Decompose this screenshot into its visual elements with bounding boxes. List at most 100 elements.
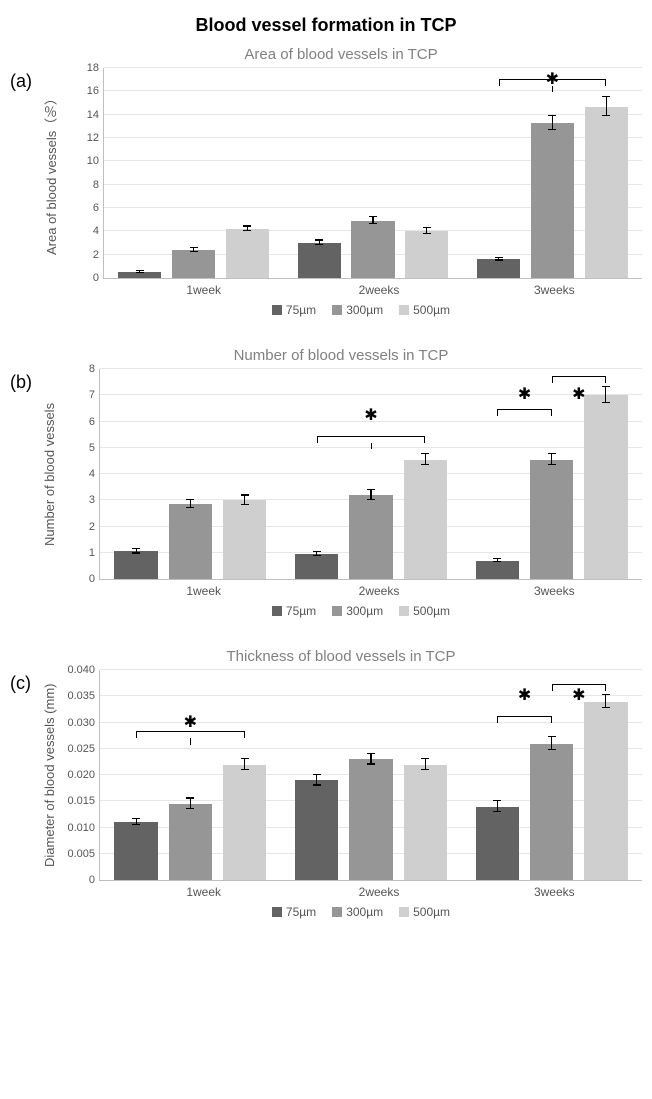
error-cap xyxy=(602,96,610,97)
x-ticks: 1week2weeks3weeks xyxy=(116,584,642,598)
error-cap xyxy=(243,225,251,226)
error-bar xyxy=(605,387,606,403)
error-cap xyxy=(315,244,323,245)
significance-star: ✱ xyxy=(518,688,531,704)
significance-bracket xyxy=(552,376,606,383)
legend-item: 300µm xyxy=(332,303,383,317)
bar xyxy=(531,123,574,278)
bar xyxy=(172,250,215,278)
panel-c: (c)Thickness of blood vessels in TCPDiam… xyxy=(10,648,642,919)
chart-b: Number of blood vessels in TCPNumber of … xyxy=(40,347,642,618)
x-tick: 1week xyxy=(116,584,291,598)
significance-star: ✱ xyxy=(572,688,585,704)
legend: 75µm 300µm 500µm xyxy=(80,303,642,317)
legend-swatch xyxy=(272,305,282,315)
chart-c: Thickness of blood vessels in TCPDiamete… xyxy=(40,648,642,919)
x-tick: 2weeks xyxy=(291,584,466,598)
error-cap xyxy=(132,824,140,825)
error-cap xyxy=(367,753,375,754)
legend-label: 75µm xyxy=(286,905,316,919)
error-cap xyxy=(241,758,249,759)
bar xyxy=(530,460,573,579)
y-axis-label: Number of blood vessels xyxy=(40,369,59,580)
y-ticks: 876543210 xyxy=(59,369,99,579)
plot-area: ✱✱✱ xyxy=(99,369,642,580)
error-cap xyxy=(495,257,503,258)
error-cap xyxy=(423,227,431,228)
error-cap xyxy=(548,129,556,130)
chart-a: Area of blood vessels in TCPArea of bloo… xyxy=(40,46,642,317)
chart-subtitle: Area of blood vessels in TCP xyxy=(40,46,642,63)
error-cap xyxy=(313,555,321,556)
error-cap xyxy=(602,386,610,387)
y-axis-label: Diameter of blood vessels (mm) xyxy=(40,670,59,881)
bars-layer xyxy=(100,670,642,880)
error-cap xyxy=(313,784,321,785)
bar xyxy=(114,822,157,880)
x-ticks: 1week2weeks3weeks xyxy=(116,283,642,297)
bar xyxy=(349,759,392,880)
error-cap xyxy=(421,769,429,770)
panel-label-c: (c) xyxy=(10,648,40,694)
legend-item: 300µm xyxy=(332,905,383,919)
bar xyxy=(295,554,338,579)
significance-bracket xyxy=(497,716,551,723)
main-title: Blood vessel formation in TCP xyxy=(10,15,642,36)
error-cap xyxy=(313,774,321,775)
y-ticks: 0.0400.0350.0300.0250.0200.0150.0100.005… xyxy=(59,670,99,880)
legend-item: 300µm xyxy=(332,604,383,618)
legend-swatch xyxy=(272,606,282,616)
legend: 75µm 300µm 500µm xyxy=(80,905,642,919)
error-cap xyxy=(367,499,375,500)
error-cap xyxy=(602,402,610,403)
error-cap xyxy=(186,507,194,508)
bar xyxy=(298,243,341,278)
error-cap xyxy=(421,758,429,759)
legend-label: 500µm xyxy=(413,604,450,618)
error-cap xyxy=(136,272,144,273)
legend: 75µm300µm500µm xyxy=(80,604,642,618)
error-cap xyxy=(548,464,556,465)
bar xyxy=(476,561,519,579)
x-tick: 1week xyxy=(116,885,291,899)
error-cap xyxy=(548,115,556,116)
error-cap xyxy=(243,230,251,231)
legend-label: 75µm xyxy=(286,303,316,317)
y-ticks: 181614121086420 xyxy=(63,68,103,278)
error-cap xyxy=(190,251,198,252)
bar xyxy=(584,395,627,579)
bar xyxy=(223,500,266,579)
x-tick: 3weeks xyxy=(467,283,642,297)
legend-label: 300µm xyxy=(346,303,383,317)
error-cap xyxy=(241,494,249,495)
legend-swatch xyxy=(332,606,342,616)
legend-item: 500µm xyxy=(399,303,450,317)
legend-swatch xyxy=(399,305,409,315)
error-cap xyxy=(186,808,194,809)
error-cap xyxy=(369,223,377,224)
error-cap xyxy=(241,769,249,770)
significance-bracket xyxy=(317,436,425,443)
legend-swatch xyxy=(399,907,409,917)
error-cap xyxy=(493,561,501,562)
legend-label: 500µm xyxy=(413,905,450,919)
error-cap xyxy=(493,811,501,812)
legend-item: 500µm xyxy=(399,604,450,618)
bracket-drop xyxy=(371,443,372,449)
bar xyxy=(169,504,212,579)
panel-a: (a)Area of blood vessels in TCPArea of b… xyxy=(10,46,642,317)
legend-label: 300µm xyxy=(346,604,383,618)
error-cap xyxy=(421,453,429,454)
panel-label-a: (a) xyxy=(10,46,40,92)
plot-area: ✱ xyxy=(103,68,642,279)
error-cap xyxy=(132,552,140,553)
error-cap xyxy=(132,818,140,819)
error-cap xyxy=(423,233,431,234)
error-cap xyxy=(493,800,501,801)
error-cap xyxy=(132,548,140,549)
error-cap xyxy=(548,453,556,454)
legend-item: 75µm xyxy=(272,303,316,317)
legend-swatch xyxy=(332,907,342,917)
bar xyxy=(226,229,269,278)
bar xyxy=(223,765,266,881)
